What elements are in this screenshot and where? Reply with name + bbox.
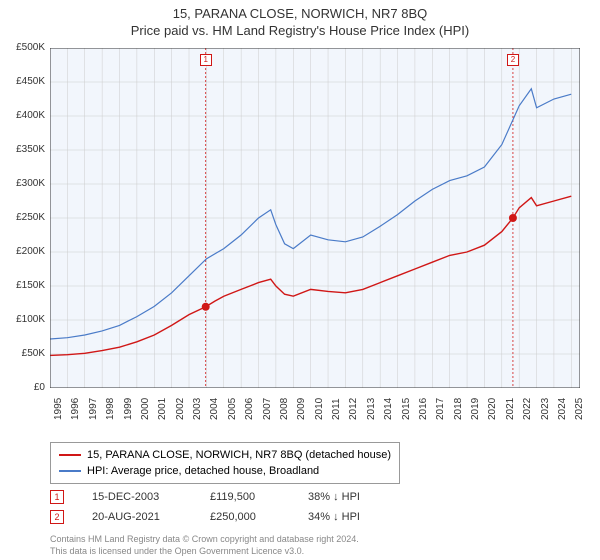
sale-price-0: £119,500 <box>210 491 280 503</box>
legend-label-0: 15, PARANA CLOSE, NORWICH, NR7 8BQ (deta… <box>87 447 391 463</box>
x-tick-label: 2010 <box>314 398 325 420</box>
x-tick-label: 2006 <box>244 398 255 420</box>
x-tick-label: 2023 <box>540 398 551 420</box>
y-tick-label: £0 <box>0 382 45 393</box>
sale-price-1: £250,000 <box>210 511 280 523</box>
footer-line-2: This data is licensed under the Open Gov… <box>50 545 359 557</box>
sale-delta-1: 34% ↓ HPI <box>308 511 360 523</box>
x-tick-label: 2007 <box>262 398 273 420</box>
y-tick-label: £350K <box>0 144 45 155</box>
y-tick-label: £50K <box>0 348 45 359</box>
y-tick-label: £400K <box>0 110 45 121</box>
x-tick-label: 2020 <box>487 398 498 420</box>
x-tick-label: 1996 <box>70 398 81 420</box>
legend: 15, PARANA CLOSE, NORWICH, NR7 8BQ (deta… <box>50 442 400 484</box>
chart-svg <box>50 48 580 388</box>
sale-marker-chart-1: 1 <box>200 54 212 66</box>
legend-swatch-0 <box>59 454 81 456</box>
sale-marker-chart-2: 2 <box>507 54 519 66</box>
x-tick-label: 2008 <box>279 398 290 420</box>
footer-line-1: Contains HM Land Registry data © Crown c… <box>50 533 359 545</box>
sale-marker-1: 2 <box>50 510 64 524</box>
x-tick-label: 2001 <box>157 398 168 420</box>
chart-container: 15, PARANA CLOSE, NORWICH, NR7 8BQ Price… <box>0 0 600 560</box>
x-tick-label: 1995 <box>53 398 64 420</box>
y-tick-label: £450K <box>0 76 45 87</box>
sale-date-1: 20-AUG-2021 <box>92 511 182 523</box>
legend-item-0: 15, PARANA CLOSE, NORWICH, NR7 8BQ (deta… <box>59 447 391 463</box>
x-tick-label: 2005 <box>227 398 238 420</box>
x-tick-label: 2024 <box>557 398 568 420</box>
x-tick-label: 2003 <box>192 398 203 420</box>
legend-label-1: HPI: Average price, detached house, Broa… <box>87 463 319 479</box>
sale-row-1: 2 20-AUG-2021 £250,000 34% ↓ HPI <box>50 510 360 524</box>
x-tick-label: 2002 <box>175 398 186 420</box>
y-tick-label: £500K <box>0 42 45 53</box>
x-tick-label: 2018 <box>453 398 464 420</box>
x-tick-label: 2004 <box>209 398 220 420</box>
x-tick-label: 2015 <box>401 398 412 420</box>
x-axis-labels: 1995 1996 1997 1998 1999 2000 2001 2002 2003 2004… <box>50 390 580 440</box>
x-tick-label: 2012 <box>348 398 359 420</box>
x-tick-label: 2011 <box>331 398 342 420</box>
titles: 15, PARANA CLOSE, NORWICH, NR7 8BQ Price… <box>0 0 600 38</box>
y-tick-label: £300K <box>0 178 45 189</box>
legend-item-1: HPI: Average price, detached house, Broa… <box>59 463 391 479</box>
x-tick-label: 2000 <box>140 398 151 420</box>
sale-delta-0: 38% ↓ HPI <box>308 491 360 503</box>
y-tick-label: £150K <box>0 280 45 291</box>
x-tick-label: 2016 <box>418 398 429 420</box>
y-tick-label: £100K <box>0 314 45 325</box>
x-tick-label: 1999 <box>123 398 134 420</box>
x-tick-label: 2022 <box>522 398 533 420</box>
footer: Contains HM Land Registry data © Crown c… <box>50 533 359 557</box>
sale-point <box>509 214 517 222</box>
x-tick-label: 2017 <box>435 398 446 420</box>
title-address: 15, PARANA CLOSE, NORWICH, NR7 8BQ <box>0 6 600 21</box>
sale-marker-0: 1 <box>50 490 64 504</box>
title-subtitle: Price paid vs. HM Land Registry's House … <box>0 23 600 38</box>
x-tick-label: 2014 <box>383 398 394 420</box>
y-tick-label: £200K <box>0 246 45 257</box>
x-tick-label: 2013 <box>366 398 377 420</box>
x-tick-label: 2025 <box>574 398 585 420</box>
x-tick-label: 1997 <box>88 398 99 420</box>
x-tick-label: 2021 <box>505 398 516 420</box>
legend-swatch-1 <box>59 470 81 472</box>
y-tick-label: £250K <box>0 212 45 223</box>
x-tick-label: 2009 <box>296 398 307 420</box>
sale-date-0: 15-DEC-2003 <box>92 491 182 503</box>
x-tick-label: 1998 <box>105 398 116 420</box>
x-tick-label: 2019 <box>470 398 481 420</box>
sale-row-0: 1 15-DEC-2003 £119,500 38% ↓ HPI <box>50 490 360 504</box>
sale-point <box>202 303 210 311</box>
